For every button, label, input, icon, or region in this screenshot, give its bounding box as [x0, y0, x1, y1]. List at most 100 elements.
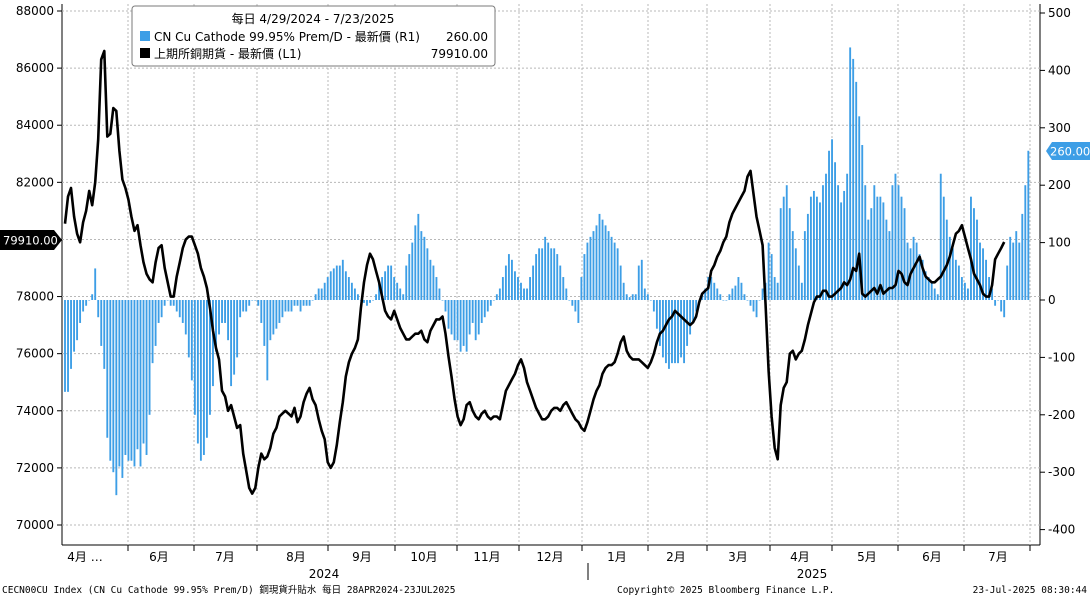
- premium-bar: [196, 300, 199, 444]
- premium-bar: [979, 242, 981, 300]
- premium-bar: [363, 300, 365, 303]
- premium-bar: [812, 190, 815, 300]
- premium-bar: [613, 242, 616, 300]
- premium-bar: [73, 300, 75, 352]
- premium-bar: [275, 300, 278, 329]
- premium-bar: [489, 300, 492, 306]
- premium-bar: [1009, 236, 1012, 300]
- premium-bar: [465, 300, 468, 352]
- premium-bar: [148, 300, 151, 415]
- premium-bar: [299, 300, 302, 312]
- premium-bar: [242, 300, 245, 312]
- premium-bar: [598, 213, 601, 300]
- left-axis: 7000072000740007600078000800008200084000…: [16, 4, 62, 532]
- premium-bar: [1000, 300, 1003, 312]
- x-tick-label: 1月: [607, 550, 627, 564]
- premium-bar: [501, 277, 504, 300]
- premium-bar: [408, 254, 411, 300]
- premium-bar: [112, 300, 115, 473]
- premium-bar: [314, 294, 317, 300]
- x-axis: 4月 … 6月 7月 8月 9月 10月 11月 12月 1月 2月 3月 4月 5月 6月 7月 2024 2…: [67, 545, 1031, 581]
- premium-bar: [767, 242, 770, 300]
- premium-bar: [423, 236, 426, 300]
- x-tick-label: 9月: [352, 550, 372, 564]
- premium-bar: [504, 265, 507, 300]
- premium-bar: [329, 271, 332, 300]
- premium-bar: [387, 265, 390, 300]
- premium-bar: [474, 300, 477, 341]
- premium-bar: [858, 116, 861, 300]
- premium-bar: [867, 219, 870, 300]
- premium-bar: [553, 248, 556, 300]
- premium-bar: [1003, 300, 1006, 318]
- premium-bar: [202, 300, 205, 455]
- premium-bar: [976, 219, 978, 300]
- right-tick-label: -200: [1048, 408, 1075, 422]
- premium-bar: [728, 294, 731, 300]
- x-tick-label: 2月: [666, 550, 686, 564]
- premium-bar: [435, 277, 438, 300]
- x-tick-label: 8月: [286, 550, 306, 564]
- premium-bar: [483, 300, 486, 318]
- premium-bar: [834, 162, 836, 300]
- premium-bar: [157, 300, 160, 323]
- premium-bar: [205, 300, 208, 438]
- premium-bar: [441, 300, 444, 301]
- premium-bar: [668, 300, 670, 369]
- left-tick-label: 74000: [16, 404, 54, 418]
- premium-bar: [619, 265, 622, 300]
- x-tick-label: 6月: [149, 550, 169, 564]
- premium-bar: [825, 173, 827, 300]
- legend-header: 每日 4/29/2024 - 7/23/2025: [232, 11, 395, 26]
- premium-bar: [326, 277, 329, 300]
- premium-bar: [592, 231, 595, 300]
- premium-bar: [245, 300, 248, 312]
- footer-copyright: Copyright© 2025 Bloomberg Finance L.P.: [617, 585, 834, 596]
- premium-bar: [193, 300, 196, 415]
- premium-bar: [840, 202, 843, 300]
- premium-bar: [991, 288, 994, 300]
- premium-bar: [459, 300, 462, 352]
- right-tick-label: -400: [1048, 523, 1075, 537]
- premium-bar: [426, 248, 429, 300]
- premium-bar: [323, 282, 326, 300]
- footer-source: CECN00CU Index (CN Cu Cathode 99.95% Pre…: [2, 584, 456, 596]
- shfe-copper-price-line: [63, 49, 1006, 495]
- premium-bar: [927, 277, 930, 300]
- right-tick-label: 500: [1048, 6, 1071, 20]
- premium-bar: [556, 254, 559, 300]
- premium-bar: [136, 300, 139, 450]
- premium-bar: [610, 236, 613, 300]
- premium-bar: [411, 242, 414, 300]
- premium-bar: [154, 300, 157, 346]
- legend-value-futures: 79910.00: [431, 47, 488, 61]
- right-tick-label: 400: [1048, 63, 1071, 77]
- premium-bar: [378, 282, 380, 300]
- premium-bar: [199, 300, 202, 461]
- premium-bar: [163, 300, 166, 306]
- premium-bar: [876, 196, 879, 300]
- premium-bar: [973, 208, 975, 300]
- right-tick-label: 300: [1048, 121, 1071, 135]
- premium-bar: [142, 300, 145, 444]
- premium-bar: [251, 300, 254, 301]
- premium-bar: [456, 300, 459, 341]
- premium-bar: [571, 300, 574, 306]
- left-tick-label: 82000: [16, 175, 54, 189]
- premium-bar: [486, 300, 489, 312]
- premium-bar: [480, 300, 483, 323]
- x-tick-label: 5月: [857, 550, 877, 564]
- premium-bar: [178, 300, 181, 318]
- premium-bar: [800, 282, 803, 300]
- premium-bar: [76, 300, 79, 341]
- premium-bar: [655, 300, 658, 329]
- premium-bar: [918, 254, 921, 300]
- premium-bar: [788, 208, 791, 300]
- premium-bar: [507, 254, 510, 300]
- premium-bar: [67, 300, 69, 392]
- premium-bar: [190, 300, 193, 381]
- premium-bar: [535, 254, 538, 300]
- premium-bar: [399, 288, 402, 300]
- premium-bar: [405, 265, 408, 300]
- premium-bar: [462, 300, 465, 346]
